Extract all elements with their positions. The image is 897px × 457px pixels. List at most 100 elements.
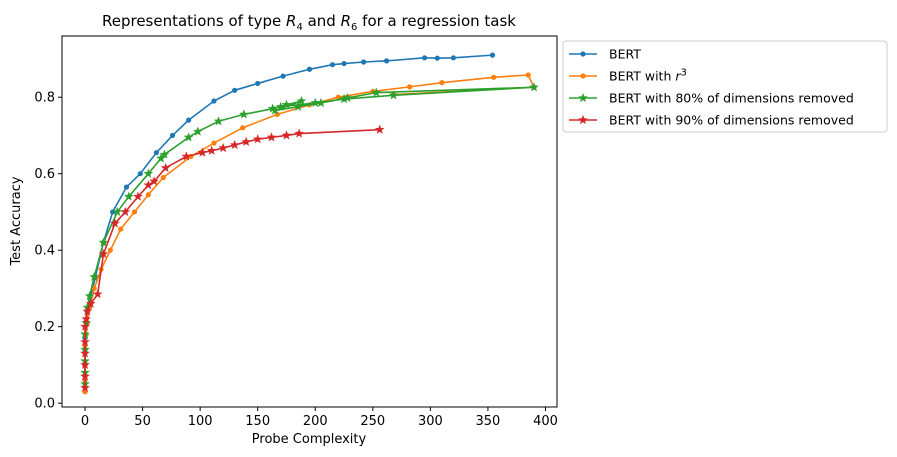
data-point — [181, 151, 192, 161]
x-tick-label: 200 — [303, 414, 328, 429]
data-point — [80, 382, 90, 393]
legend-item: BERT with 80% of dimensions removed — [569, 91, 854, 106]
data-point — [293, 101, 303, 111]
x-tick-label: 350 — [476, 414, 501, 429]
data-point — [98, 248, 109, 259]
data-point — [310, 97, 321, 108]
data-point — [211, 140, 217, 146]
legend-label: BERT with 80% of dimensions removed — [609, 91, 854, 106]
legend-label: BERT — [609, 47, 641, 62]
plot-area — [61, 35, 558, 408]
data-point — [80, 348, 90, 358]
data-point — [275, 101, 286, 111]
data-point — [306, 66, 313, 72]
legend: BERT BERT with r3 BERT with 80% of dimensi… — [562, 40, 888, 133]
data-point — [407, 84, 413, 90]
y-tick-label: 0.4 — [34, 244, 55, 259]
data-point — [133, 191, 143, 201]
data-point — [80, 371, 90, 381]
data-point — [82, 306, 93, 316]
data-point — [218, 142, 229, 153]
data-point — [149, 176, 160, 186]
legend-label: BERT with r3 — [609, 68, 687, 84]
data-point — [145, 192, 151, 198]
data-point — [525, 72, 531, 78]
series-4 — [80, 124, 385, 393]
data-point — [80, 321, 90, 331]
data-point — [529, 82, 539, 92]
data-point — [123, 184, 130, 190]
data-point — [80, 359, 90, 370]
data-point — [183, 132, 194, 142]
data-point — [266, 132, 277, 142]
x-tick-label: 300 — [418, 414, 443, 429]
data-point — [252, 134, 263, 144]
chart-title: Representations of type R4 and R6 for a … — [102, 12, 516, 33]
y-tick-label: 0.2 — [34, 320, 55, 335]
data-point — [294, 128, 305, 138]
legend-marker — [578, 114, 588, 125]
data-point — [434, 55, 440, 61]
legend-item: BERT with 90% of dimensions removed — [569, 113, 854, 128]
data-point — [186, 117, 192, 123]
data-point — [107, 247, 113, 253]
data-point — [110, 218, 120, 228]
data-point — [281, 130, 292, 140]
data-point — [213, 116, 224, 126]
data-point — [341, 60, 347, 67]
legend-marker — [578, 92, 588, 103]
y-axis: 0.0 0.2 0.4 0.6 0.8 — [34, 91, 62, 412]
data-point — [81, 313, 92, 324]
data-point — [329, 62, 336, 68]
data-point — [374, 124, 385, 134]
legend-marker — [580, 73, 586, 79]
x-axis: 0 50 100 150 200 250 300 350 400 — [81, 407, 558, 429]
data-point — [211, 98, 217, 104]
data-point — [422, 55, 428, 61]
series-line — [84, 74, 535, 392]
data-point — [335, 94, 341, 100]
y-axis-label: Test Accuracy — [9, 176, 24, 266]
x-tick-label: 50 — [134, 414, 151, 429]
x-tick-label: 0 — [81, 414, 89, 429]
data-point — [206, 145, 217, 155]
data-point — [439, 80, 445, 86]
data-point — [91, 285, 97, 292]
y-tick-label: 0.6 — [34, 167, 55, 182]
data-point — [192, 126, 203, 136]
data-point — [156, 153, 166, 163]
data-point — [131, 209, 138, 215]
data-point — [137, 171, 143, 177]
data-point — [160, 174, 166, 181]
x-axis-label: Probe Complexity — [252, 432, 367, 447]
data-point — [169, 132, 176, 139]
series-3 — [80, 82, 539, 389]
x-tick-label: 100 — [188, 414, 213, 429]
y-tick-label: 0.0 — [34, 397, 55, 412]
series-line — [84, 86, 535, 385]
data-point — [92, 288, 103, 299]
legend-item: BERT — [569, 47, 641, 62]
x-tick-label: 400 — [533, 414, 558, 429]
data-point — [80, 336, 90, 347]
data-point — [241, 136, 252, 147]
data-point — [240, 125, 246, 131]
data-point — [280, 73, 286, 79]
data-point — [123, 191, 134, 201]
series-layer — [80, 52, 539, 395]
legend-label: BERT with 90% of dimensions removed — [609, 113, 854, 128]
data-point — [281, 99, 292, 110]
data-point — [153, 150, 159, 156]
data-point — [89, 271, 100, 282]
legend-box — [562, 40, 888, 133]
legend-marker — [580, 51, 586, 57]
data-point — [489, 52, 496, 58]
data-point — [255, 80, 261, 87]
data-point — [160, 162, 171, 173]
data-point — [450, 55, 456, 61]
y-tick-label: 0.8 — [34, 91, 55, 106]
data-point — [388, 90, 399, 100]
series-2 — [82, 72, 537, 395]
data-point — [84, 290, 95, 301]
